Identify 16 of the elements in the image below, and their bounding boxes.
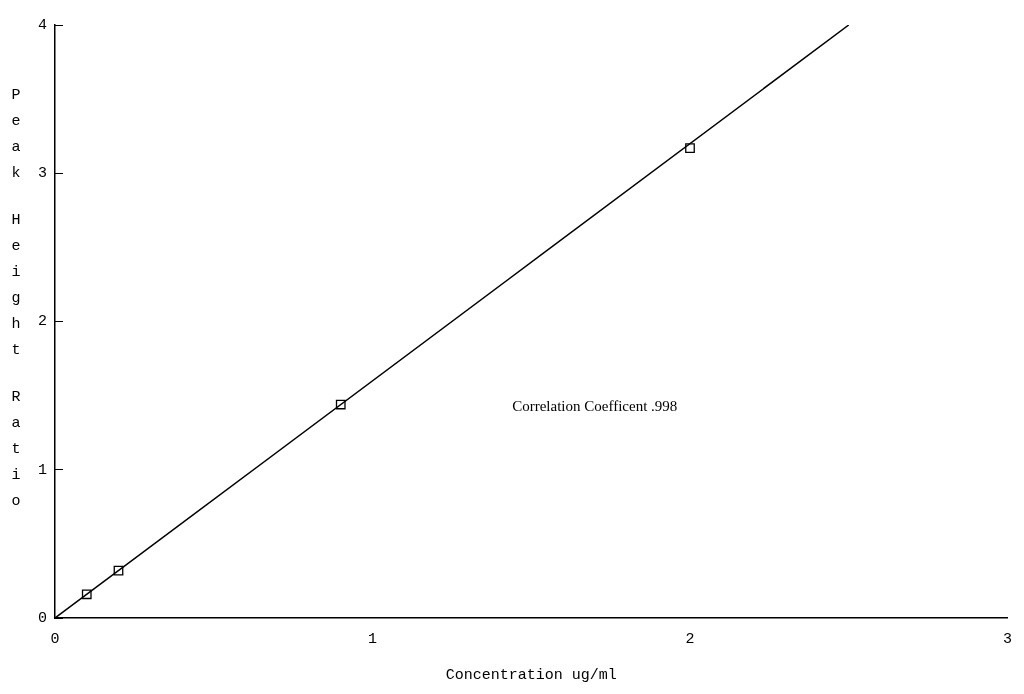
point: [113, 565, 124, 576]
x-tick-label: 1: [367, 630, 378, 648]
y-tick-label: 2: [37, 313, 47, 331]
annotation: Correlation Coefficent .998: [512, 398, 678, 415]
x-tick-label: 0: [50, 630, 60, 648]
x-tick-label: 3: [1002, 630, 1013, 648]
y-tick-label: 4: [37, 16, 47, 34]
y-tick-label: 0: [37, 609, 47, 627]
x-tick-label: 2: [685, 630, 695, 648]
y-tick-label: 3: [37, 165, 47, 183]
point: [335, 399, 346, 410]
text: Peak Height Ratio: [11, 86, 21, 510]
point: [81, 589, 92, 600]
y-tick-label: 1: [37, 461, 47, 479]
x-axis-title: Concentration ug/ml: [445, 666, 617, 684]
point: [685, 143, 695, 153]
